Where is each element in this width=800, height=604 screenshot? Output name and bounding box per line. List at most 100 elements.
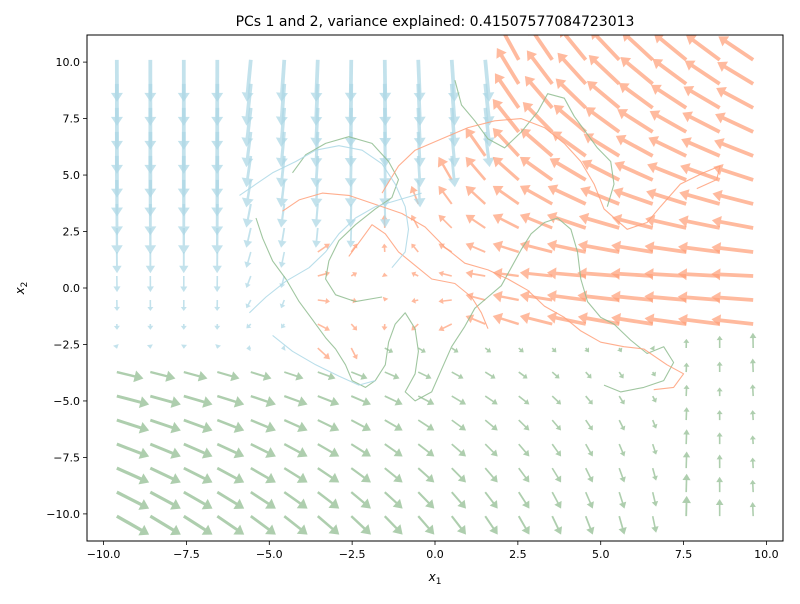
field-arrow-green — [552, 372, 559, 378]
field-arrow-blue — [482, 60, 494, 102]
field-arrow-red — [318, 348, 330, 359]
field-arrow-blue — [243, 204, 253, 228]
field-arrow-red — [622, 31, 653, 60]
field-arrow-green — [318, 468, 339, 482]
field-arrow-green — [150, 396, 181, 408]
trajectory-line — [273, 335, 376, 385]
field-arrow-green — [217, 371, 239, 381]
field-arrow-green — [117, 420, 149, 433]
field-arrow-red — [619, 83, 653, 108]
field-arrow-red — [351, 272, 357, 277]
field-arrow-red — [351, 348, 357, 359]
field-arrow-green — [485, 444, 497, 456]
field-arrow-green — [717, 362, 723, 372]
field-arrow-green — [351, 516, 371, 534]
field-arrow-green — [284, 396, 307, 407]
field-arrow-green — [717, 336, 723, 348]
field-arrow-green — [485, 420, 497, 430]
field-arrow-green — [750, 333, 757, 348]
field-arrow-red — [714, 138, 753, 156]
field-arrow-red — [682, 112, 719, 132]
field-arrow-red — [466, 157, 486, 180]
field-arrow-green — [217, 492, 244, 509]
field-arrow-green — [452, 468, 466, 482]
field-arrow-blue — [179, 252, 188, 273]
field-arrow-green — [452, 516, 466, 534]
y-axis: −10.0−7.5−5.0−2.50.02.55.07.510.0 — [46, 56, 87, 521]
x-tick-label: −7.5 — [173, 548, 200, 561]
field-arrow-green — [619, 468, 626, 482]
field-arrow-green — [452, 348, 459, 353]
field-arrow-blue — [114, 300, 120, 311]
field-arrow-red — [646, 188, 686, 204]
field-arrow-blue — [147, 300, 153, 311]
field-arrow-green — [452, 396, 466, 405]
field-arrow-green — [519, 396, 530, 404]
field-arrow-red — [520, 312, 552, 324]
field-arrow-green — [385, 516, 403, 534]
field-arrow-green — [117, 468, 149, 484]
field-arrow-green — [318, 444, 339, 457]
field-arrow-red — [466, 269, 486, 278]
field-arrow-red — [438, 324, 451, 331]
chart-title: PCs 1 and 2, variance explained: 0.41507… — [236, 14, 635, 30]
field-arrow-red — [493, 128, 519, 156]
field-arrow-blue — [181, 324, 187, 330]
field-arrow-green — [485, 516, 497, 534]
field-arrow-green — [551, 347, 556, 352]
field-arrow-green — [217, 516, 244, 534]
field-arrow-green — [284, 372, 303, 380]
field-arrow-green — [519, 348, 524, 353]
field-arrow-red — [617, 109, 652, 132]
trajectory-line — [349, 225, 488, 329]
field-arrow-green — [217, 420, 244, 433]
field-arrow-green — [251, 420, 276, 432]
field-arrow-blue — [279, 252, 286, 268]
field-arrow-green — [217, 396, 244, 407]
field-arrow-red — [520, 157, 552, 180]
field-arrow-green — [284, 444, 307, 457]
field-arrow-red — [587, 81, 619, 108]
field-arrow-blue — [311, 204, 321, 228]
field-arrow-green — [485, 492, 497, 508]
field-arrow-red — [711, 292, 753, 304]
field-arrow-red — [520, 128, 552, 155]
trajectory-line — [256, 218, 674, 401]
y-tick-label: −5.0 — [53, 395, 80, 408]
field-arrow-green — [717, 432, 723, 444]
field-arrow-green — [284, 492, 307, 508]
x-axis-label-sub: 1 — [436, 577, 442, 587]
field-arrow-blue — [276, 60, 288, 102]
field-arrow-green — [717, 387, 723, 396]
field-arrow-green — [318, 396, 339, 406]
y-tick-label: 7.5 — [63, 113, 81, 126]
field-arrow-green — [682, 496, 691, 516]
field-arrow-red — [716, 87, 753, 108]
field-arrow-red — [613, 187, 653, 204]
y-tick-label: 10.0 — [56, 56, 81, 69]
field-arrow-green — [652, 444, 658, 455]
field-arrow-blue — [246, 300, 251, 308]
field-arrow-green — [651, 372, 656, 377]
y-tick-label: −2.5 — [53, 338, 80, 351]
field-arrow-red — [466, 186, 486, 204]
field-arrow-green — [351, 420, 371, 431]
field-arrow-green — [251, 516, 276, 534]
field-arrow-green — [117, 371, 144, 383]
x-tick-label: −10.0 — [87, 548, 121, 561]
y-axis-label-sub: 2 — [20, 282, 30, 288]
field-arrow-red — [685, 61, 720, 84]
field-arrow-green — [750, 502, 756, 516]
field-arrow-green — [552, 396, 561, 404]
field-arrow-blue — [246, 323, 251, 328]
field-arrow-red — [718, 36, 753, 59]
field-arrow-blue — [379, 60, 391, 102]
field-arrow-green — [184, 516, 213, 535]
field-arrow-red — [411, 244, 418, 252]
field-arrow-green — [485, 468, 497, 482]
field-arrow-green — [418, 444, 434, 456]
field-arrow-blue — [278, 228, 287, 248]
field-arrow-red — [556, 79, 586, 108]
field-arrow-red — [680, 163, 720, 180]
